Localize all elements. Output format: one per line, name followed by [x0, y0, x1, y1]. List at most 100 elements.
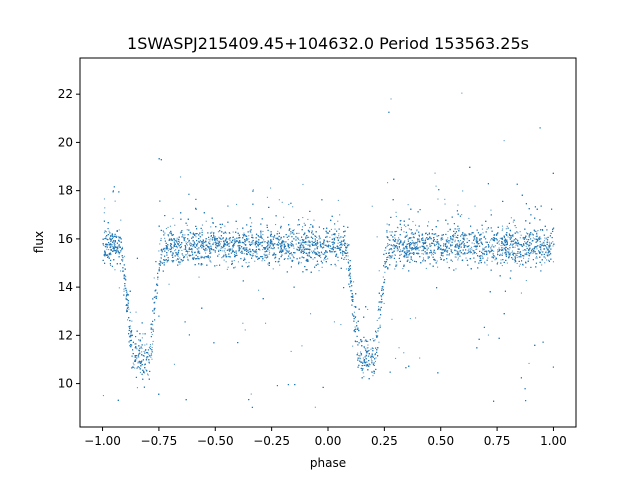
- data-point: [447, 237, 449, 239]
- data-point: [437, 242, 439, 244]
- data-point: [149, 344, 151, 346]
- data-point: [353, 311, 355, 313]
- data-point: [175, 249, 177, 251]
- data-point: [312, 258, 314, 260]
- data-point: [391, 257, 393, 259]
- data-point: [265, 322, 267, 324]
- data-point: [229, 242, 231, 244]
- data-point: [450, 243, 452, 245]
- data-point: [497, 261, 499, 263]
- data-point: [445, 241, 447, 243]
- data-point: [552, 241, 554, 243]
- data-point: [459, 240, 461, 242]
- data-point: [502, 243, 504, 245]
- data-point: [213, 233, 215, 235]
- data-point: [183, 236, 185, 238]
- data-point: [416, 230, 418, 232]
- data-point: [176, 252, 178, 254]
- data-point: [536, 248, 538, 250]
- data-point: [299, 246, 301, 248]
- data-point: [242, 234, 244, 236]
- data-point: [427, 247, 429, 249]
- data-point: [516, 262, 518, 264]
- data-point: [405, 252, 407, 254]
- data-point: [125, 297, 127, 299]
- data-point: [390, 98, 392, 100]
- data-point: [337, 220, 339, 222]
- data-point: [522, 249, 524, 251]
- data-point: [457, 251, 459, 253]
- data-point: [518, 265, 520, 267]
- data-point: [332, 245, 334, 247]
- data-point: [114, 245, 116, 247]
- data-point: [486, 252, 488, 254]
- data-point: [329, 245, 331, 247]
- data-point: [444, 198, 446, 200]
- data-point: [243, 257, 245, 259]
- data-point: [292, 260, 294, 262]
- data-point: [130, 333, 132, 335]
- data-point: [532, 233, 534, 235]
- data-point: [446, 261, 448, 263]
- data-point: [264, 248, 266, 250]
- data-point: [487, 257, 489, 259]
- data-point: [378, 317, 380, 319]
- data-point: [415, 243, 417, 245]
- data-point: [298, 232, 300, 234]
- data-point: [414, 233, 416, 235]
- data-point: [260, 234, 262, 236]
- data-point: [441, 236, 443, 238]
- data-point: [223, 254, 225, 256]
- data-point: [494, 256, 496, 258]
- data-point: [463, 239, 465, 241]
- data-point: [520, 292, 522, 294]
- data-point: [224, 252, 226, 254]
- data-point: [532, 251, 534, 253]
- data-point: [113, 241, 115, 243]
- data-point: [500, 253, 502, 255]
- data-point: [507, 236, 509, 238]
- data-point: [248, 261, 250, 263]
- data-point: [342, 251, 344, 253]
- data-point: [258, 244, 260, 246]
- data-point: [388, 249, 390, 251]
- data-point: [476, 239, 478, 241]
- data-point: [505, 249, 507, 251]
- data-point: [150, 356, 152, 358]
- data-point: [546, 237, 548, 239]
- data-point: [143, 372, 145, 374]
- data-point: [120, 219, 122, 221]
- data-point: [271, 242, 273, 244]
- data-point: [362, 357, 364, 359]
- data-point: [456, 250, 458, 252]
- data-point: [302, 183, 304, 185]
- data-point: [457, 204, 459, 206]
- data-point: [516, 243, 518, 245]
- data-point: [473, 246, 475, 248]
- data-point: [299, 247, 301, 249]
- data-point: [454, 256, 456, 258]
- data-point: [153, 308, 155, 310]
- data-point: [363, 360, 365, 362]
- data-point: [412, 236, 414, 238]
- data-point: [497, 241, 499, 243]
- data-point: [284, 253, 286, 255]
- data-point: [335, 236, 337, 238]
- data-point: [444, 203, 446, 205]
- data-point: [263, 253, 265, 255]
- data-point: [338, 235, 340, 237]
- data-point: [407, 251, 409, 253]
- data-point: [488, 246, 490, 248]
- data-point: [117, 236, 119, 238]
- data-point: [408, 249, 410, 251]
- data-point: [150, 331, 152, 333]
- data-point: [141, 337, 143, 339]
- data-point: [465, 257, 467, 259]
- data-point: [170, 250, 172, 252]
- data-point: [172, 247, 174, 249]
- data-point: [527, 244, 529, 246]
- data-point: [146, 343, 148, 345]
- data-point: [494, 245, 496, 247]
- data-point: [525, 266, 527, 268]
- data-point: [231, 248, 233, 250]
